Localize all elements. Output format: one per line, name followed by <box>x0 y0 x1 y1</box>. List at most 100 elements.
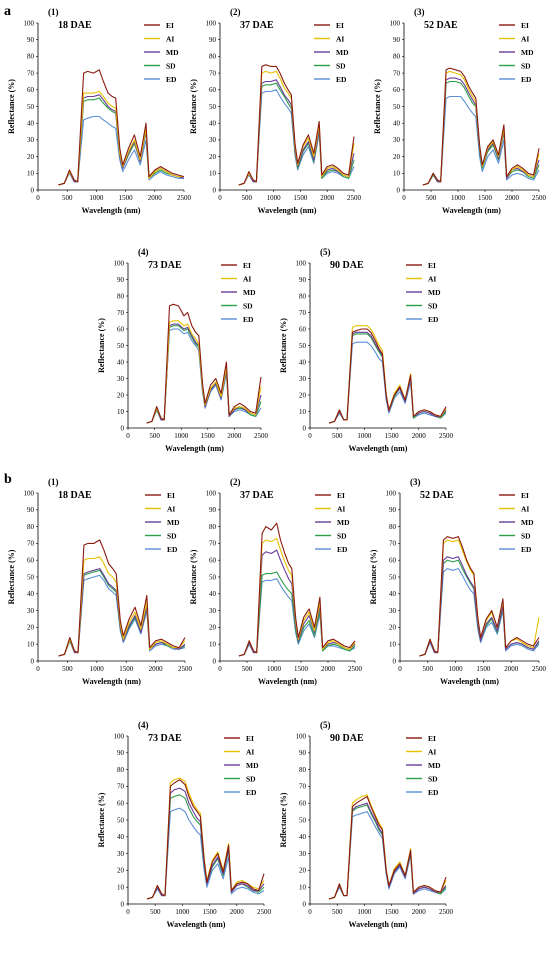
x-tick-label: 1500 <box>119 194 134 202</box>
legend-label-ei: EI <box>337 491 345 500</box>
y-tick-label: 90 <box>27 506 35 514</box>
chart-title: 90 DAE <box>330 260 364 271</box>
series-line-ed <box>238 578 356 657</box>
chart-title: 18 DAE <box>58 20 92 31</box>
legend-label-ed: ED <box>166 75 177 84</box>
y-tick-label: 50 <box>27 103 35 111</box>
y-tick-label: 70 <box>209 69 217 77</box>
legend-label-sd: SD <box>167 532 177 541</box>
y-tick-label: 10 <box>393 170 401 178</box>
chart-title: 90 DAE <box>330 733 364 744</box>
legend-label-sd: SD <box>521 532 531 541</box>
x-tick-label: 0 <box>126 432 130 440</box>
x-tick-label: 2500 <box>257 908 272 916</box>
y-tick-label: 30 <box>209 136 217 144</box>
y-tick-label: 80 <box>389 523 397 531</box>
x-tick-label: 1500 <box>476 665 491 673</box>
x-tick-label: 0 <box>126 908 130 916</box>
y-tick-label: 0 <box>213 657 217 665</box>
y-tick-label: 90 <box>299 276 307 284</box>
y-tick-label: 100 <box>390 19 401 27</box>
x-tick-label: 500 <box>62 665 73 673</box>
legend-label-md: MD <box>243 288 256 297</box>
y-tick-label: 100 <box>386 489 397 497</box>
x-tick-label: 1500 <box>478 194 493 202</box>
x-tick-label: 2500 <box>532 194 547 202</box>
subplot-label: (3) <box>410 477 421 487</box>
y-tick-label: 50 <box>117 816 125 824</box>
legend-label-sd: SD <box>428 302 438 311</box>
series-line-ei <box>328 328 447 424</box>
legend-label-sd: SD <box>521 62 531 71</box>
y-tick-label: 30 <box>117 375 125 383</box>
legend-label-ai: AI <box>243 275 251 284</box>
y-tick-label: 30 <box>27 607 35 615</box>
legend-label-ed: ED <box>428 315 439 324</box>
x-axis-label: Wavelength (nm) <box>165 444 224 453</box>
legend-label-ei: EI <box>521 491 529 500</box>
y-tick-label: 10 <box>117 408 125 416</box>
x-tick-label: 2000 <box>148 194 163 202</box>
x-tick-label: 1000 <box>174 432 189 440</box>
y-tick-label: 40 <box>117 833 125 841</box>
y-tick-label: 30 <box>299 375 307 383</box>
y-tick-label: 10 <box>209 641 217 649</box>
series-line-ed <box>58 115 184 186</box>
y-tick-label: 40 <box>27 590 35 598</box>
x-axis-label: Wavelength (nm) <box>258 677 317 686</box>
x-tick-label: 500 <box>332 432 343 440</box>
legend-label-md: MD <box>521 518 534 527</box>
x-tick-label: 1500 <box>293 194 308 202</box>
y-tick-label: 90 <box>393 36 401 44</box>
legend-label-sd: SD <box>246 775 256 784</box>
x-tick-label: 1000 <box>267 194 282 202</box>
x-tick-label: 1000 <box>357 908 372 916</box>
legend-label-ai: AI <box>521 505 529 514</box>
x-tick-label: 2500 <box>178 665 193 673</box>
y-tick-label: 30 <box>27 136 35 144</box>
series-line-ei <box>58 539 186 657</box>
x-axis-label: Wavelength (nm) <box>349 444 408 453</box>
y-tick-label: 100 <box>296 259 307 267</box>
y-tick-label: 0 <box>31 186 35 194</box>
series-line-ai <box>146 320 262 424</box>
legend-label-md: MD <box>167 518 180 527</box>
series-line-sd <box>58 97 185 186</box>
y-axis-label: Reflectance (%) <box>369 549 378 604</box>
y-tick-label: 30 <box>209 607 217 615</box>
y-tick-label: 80 <box>393 53 401 61</box>
legend-label-ed: ED <box>167 545 178 554</box>
y-tick-label: 100 <box>296 732 307 740</box>
x-tick-label: 2000 <box>320 194 335 202</box>
y-tick-label: 80 <box>117 766 125 774</box>
x-tick-label: 2000 <box>149 665 164 673</box>
y-axis-label: Reflectance (%) <box>7 549 16 604</box>
y-tick-label: 70 <box>209 540 217 548</box>
x-tick-label: 0 <box>398 665 402 673</box>
y-tick-label: 0 <box>397 186 401 194</box>
y-tick-label: 90 <box>209 506 217 514</box>
x-tick-label: 2000 <box>230 908 245 916</box>
chart-title: 52 DAE <box>420 490 454 501</box>
y-tick-label: 10 <box>117 884 125 892</box>
y-tick-label: 40 <box>209 120 217 128</box>
y-tick-label: 20 <box>117 391 125 399</box>
y-axis-label: Reflectance (%) <box>279 318 288 373</box>
y-tick-label: 20 <box>209 624 217 632</box>
x-axis-label: Wavelength (nm) <box>440 677 499 686</box>
x-tick-label: 1000 <box>357 432 372 440</box>
series-line-sd <box>328 804 447 900</box>
legend-label-md: MD <box>428 288 441 297</box>
y-tick-label: 20 <box>299 867 307 875</box>
y-tick-label: 70 <box>389 540 397 548</box>
y-tick-label: 0 <box>213 186 217 194</box>
chart-title: 73 DAE <box>148 260 182 271</box>
y-tick-label: 90 <box>27 36 35 44</box>
